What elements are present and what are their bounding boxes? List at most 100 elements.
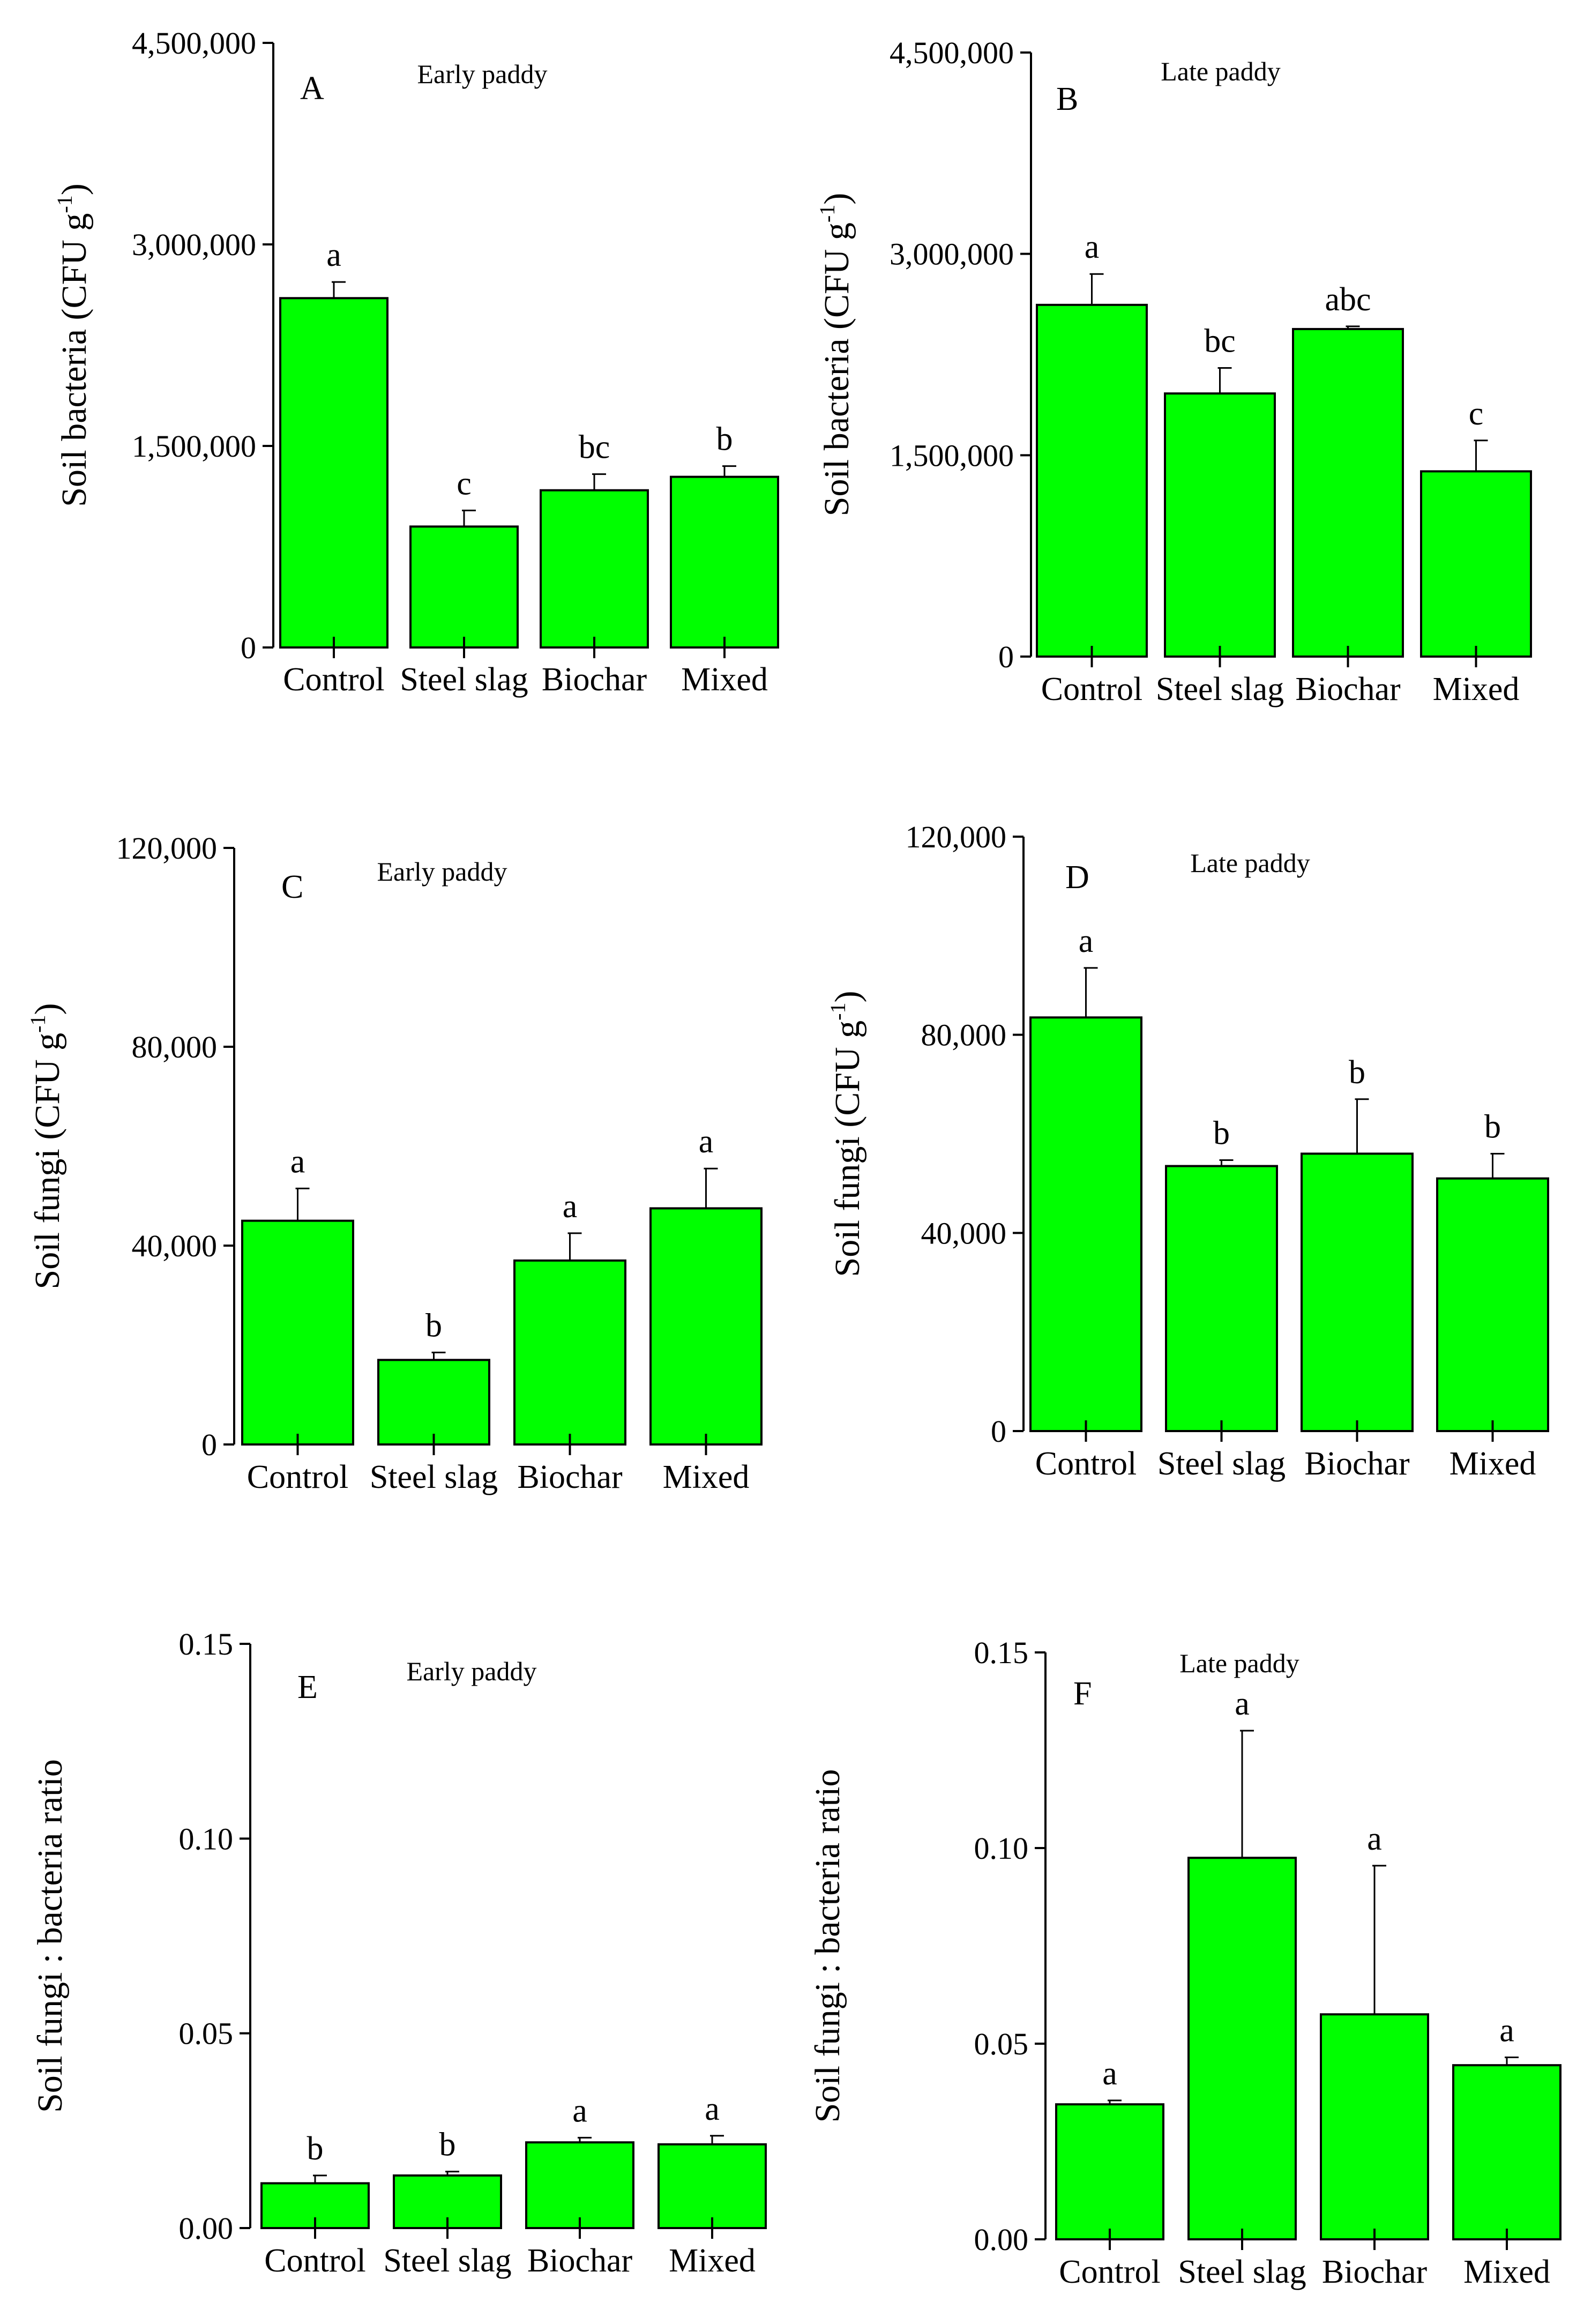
x-tick-label: Mixed [681,661,768,698]
y-axis-label: Soil fungi : bacteria ratio [808,1769,847,2123]
y-tick-label: 3,000,000 [132,227,256,262]
x-tick-label: Control [283,661,384,698]
significance-label: b [1349,1054,1365,1091]
y-tick-label: 80,000 [921,1018,1007,1053]
y-tick-label: 0 [241,630,256,665]
y-axis-label-superscript: -1 [815,205,839,222]
y-tick-label: 4,500,000 [890,35,1014,70]
x-tick-label: Steel slag [400,661,528,698]
x-tick-label: Biochar [517,1459,623,1495]
significance-label: a [1499,2013,1514,2049]
x-tick-label: Biochar [527,2243,633,2279]
y-axis-label-superscript: -1 [53,195,77,213]
panel-title: Late paddy [1179,1648,1299,1678]
y-tick-label: 0 [201,1427,217,1462]
y-tick-label: 4,500,000 [132,26,256,61]
y-axis-label-main: Soil fungi (CFU g [28,1033,67,1290]
panel-title: Early paddy [377,856,507,887]
x-tick-label: Steel slag [1157,1446,1286,1482]
bar-mixed [1420,470,1532,658]
x-tick-label: Steel slag [370,1459,498,1495]
bar-mixed [1452,2064,1561,2241]
y-axis-label-main: Soil bacteria (CFU g [55,213,94,507]
y-axis-label-main: Soil fungi : bacteria ratio [31,1759,70,2113]
y-tick-label: 80,000 [132,1030,218,1064]
panel-letter: A [300,70,324,107]
bar-biochar [513,1259,626,1446]
significance-label: b [307,2131,324,2167]
bar-biochar [1292,327,1404,658]
y-axis-label-superscript: -1 [826,1003,850,1021]
y-axis-label: Soil fungi : bacteria ratio [31,1759,70,2113]
panel-letter: E [297,1669,318,1705]
x-tick-label: Mixed [1463,2254,1550,2290]
y-tick-label: 0 [991,1414,1006,1449]
y-tick-label: 0 [998,639,1014,674]
x-tick-label: Control [1041,671,1142,707]
y-axis-label-main: Soil fungi : bacteria ratio [808,1769,847,2123]
y-tick-label: 120,000 [116,831,218,866]
y-axis-label-end: ) [828,991,867,1003]
x-tick-label: Steel slag [383,2243,511,2279]
x-tick-label: Biochar [542,661,647,698]
significance-label: b [1213,1115,1230,1151]
x-tick-label: Biochar [1322,2254,1428,2290]
significance-label: a [563,1188,578,1225]
bar-mixed [657,2143,767,2230]
significance-label: a [290,1143,305,1180]
x-tick-label: Biochar [1304,1446,1410,1482]
significance-label: a [1235,1686,1250,1722]
y-tick-label: 1,500,000 [890,438,1014,473]
significance-label: a [1102,2055,1117,2092]
panel-title: Late paddy [1161,56,1281,86]
panel-letter: F [1073,1675,1092,1712]
x-tick-label: Mixed [1433,671,1520,707]
panel-title: Early paddy [417,59,548,89]
y-tick-label: 0.10 [974,1831,1029,1866]
bar-biochar [1320,2013,1429,2240]
y-tick-label: 40,000 [921,1216,1007,1250]
x-tick-label: Control [1035,1446,1137,1482]
bar-control [1055,2103,1164,2241]
significance-label: bc [579,429,610,466]
bar-biochar [525,2141,634,2229]
x-tick-label: Control [264,2243,365,2279]
bar-steel-slag [1165,1165,1278,1433]
y-tick-label: 120,000 [906,820,1007,854]
bar-steel-slag [1187,1857,1297,2240]
significance-label: bc [1204,323,1236,360]
y-axis-label: Soil fungi (CFU g-1) [26,1003,67,1290]
x-tick-label: Mixed [663,1459,750,1495]
chart-panel-c: 0 40,000 80,000 120,000 a Control b Steel slag a… [26,831,763,1495]
panel-letter: C [281,869,303,905]
significance-label: b [425,1307,442,1344]
y-tick-label: 3,000,000 [890,237,1014,272]
bar-steel-slag [409,525,519,649]
x-tick-label: Steel slag [1178,2254,1306,2290]
bar-mixed [1436,1177,1549,1432]
chart-panel-d: 0 40,000 80,000 120,000 a Control b Steel slag b… [826,820,1549,1482]
significance-label: a [1085,229,1100,265]
y-axis-label-main: Soil bacteria (CFU g [817,222,856,516]
significance-label: c [1469,396,1484,432]
y-axis-label-end: ) [817,193,856,205]
bar-biochar [1301,1152,1414,1432]
y-axis-label-main: Soil fungi (CFU g [828,1021,867,1277]
significance-label: abc [1325,281,1371,318]
y-tick-label: 0.05 [179,2016,234,2051]
x-tick-label: Steel slag [1156,671,1284,707]
y-axis-label-superscript: -1 [26,1015,50,1033]
x-tick-label: Mixed [1449,1446,1536,1482]
chart-panel-b: 0 1,500,000 3,000,000 4,500,000 a Control bc St… [815,35,1532,707]
y-tick-label: 1,500,000 [132,429,256,464]
bar-steel-slag [1164,392,1276,658]
x-tick-label: Mixed [669,2243,756,2279]
bar-control [1029,1016,1142,1432]
bar-control [279,297,388,649]
y-axis-label: Soil bacteria (CFU g-1) [53,183,94,506]
y-tick-label: 0.15 [179,1627,234,1662]
significance-label: c [457,465,472,502]
significance-label: b [1484,1108,1501,1145]
y-axis-label: Soil fungi (CFU g-1) [826,991,867,1277]
significance-label: a [699,1123,714,1160]
